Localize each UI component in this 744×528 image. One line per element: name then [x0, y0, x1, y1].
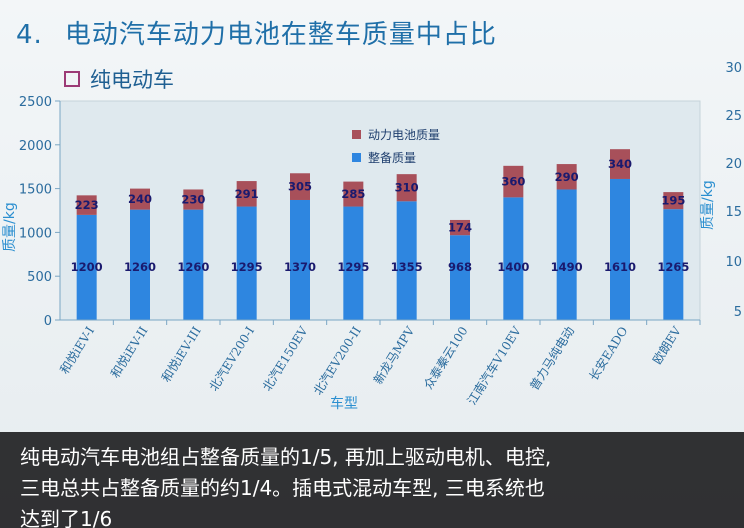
bar-battery-weight	[503, 165, 524, 198]
x-tick-label: 北汽EV200-II	[310, 323, 364, 397]
bar-battery-weight	[556, 164, 577, 190]
right-axis-title: 质量/kg	[700, 180, 716, 230]
bar-battery-weight	[236, 181, 257, 207]
heading-number: 4.	[16, 20, 43, 50]
data-label-battery: 290	[555, 170, 579, 184]
legend-swatch-battery	[352, 130, 361, 139]
data-label-battery: 360	[501, 175, 525, 189]
right-tick-label: 15	[725, 205, 742, 220]
data-label-curb: 1610	[604, 260, 636, 274]
right-axis: 30 25 20 15 10 5	[725, 61, 742, 320]
x-tick-label: 和悦iEV-I	[57, 324, 97, 377]
right-tick-label: 10	[725, 255, 742, 270]
bar-curb-weight	[450, 235, 470, 320]
data-label-battery: 340	[608, 157, 632, 171]
caption-line-2: 三电总共占整备质量的约1/4。插电式混动车型, 三电系统也	[20, 476, 545, 500]
legend-swatch-curb	[352, 153, 361, 162]
data-label-battery: 174	[448, 221, 472, 235]
x-tick-label: 众泰秦云100	[421, 324, 470, 392]
bar-curb-weight	[290, 199, 310, 320]
data-label-curb: 1490	[551, 260, 583, 274]
slide-heading: 4. 电动汽车动力电池在整车质量中占比	[16, 14, 497, 51]
data-label-curb: 1355	[391, 260, 423, 274]
data-label-curb: 1370	[284, 260, 316, 274]
y-tick-label: 0	[44, 314, 52, 329]
data-label-battery: 195	[661, 194, 685, 208]
y-tick-label: 500	[27, 270, 52, 285]
plot-area	[59, 100, 701, 321]
bar-battery-weight	[290, 173, 310, 200]
x-tick-label: 普力马纯电动	[527, 324, 577, 392]
x-tick-labels: 和悦iEV-I 和悦iEV-II 和悦iEV-III 北汽EV200-I 北汽E150E…	[57, 319, 701, 407]
caption-line-1: 纯电动汽车电池组占整备质量的1/5, 再加上驱动电机、电控,	[20, 445, 552, 469]
data-label-battery: 240	[128, 192, 152, 206]
right-tick-label: 30	[725, 61, 742, 76]
x-tick-label: 北汽E150EV	[259, 323, 311, 393]
data-label-curb: 1295	[337, 260, 369, 274]
x-tick-label: 江南汽车V10EV	[464, 323, 524, 407]
stacked-bar-chart: 0 500 1000 1500 2000 2500 30 25 20 15 10 5 1200 223…	[2, 61, 742, 412]
subheading-text: 纯电动车	[90, 68, 174, 92]
x-tick-label: 北汽EV200-I	[206, 323, 258, 393]
data-label-battery: 305	[288, 180, 312, 194]
data-label-curb: 1260	[177, 260, 209, 274]
data-label-curb: 1265	[657, 260, 689, 274]
bars-group: 1200 223 1260 240 1260 230 1295 291 1370 305 1295 2…	[71, 149, 689, 320]
x-axis-title: 车型	[330, 395, 358, 412]
data-label-curb: 968	[448, 260, 472, 274]
bar-curb-weight	[503, 197, 524, 320]
bar-curb-weight	[556, 189, 577, 320]
bar-battery-weight	[76, 195, 97, 215]
x-tick-label: 欧朗EV	[650, 324, 684, 367]
y-tick-label: 1500	[19, 183, 52, 198]
data-label-curb: 1260	[124, 260, 156, 274]
bar-battery-weight	[343, 181, 364, 207]
right-tick-label: 5	[734, 305, 742, 320]
x-tick-label: 长安EADO	[586, 324, 631, 384]
bar-curb-weight	[76, 214, 97, 320]
bar-battery-weight	[610, 149, 630, 179]
square-bullet-icon	[64, 71, 80, 87]
bar-battery-weight	[450, 219, 470, 236]
x-tick-label: 新龙马MPV	[370, 323, 417, 386]
bar-curb-weight	[610, 178, 630, 320]
bar-curb-weight	[236, 206, 257, 320]
bar-battery-weight	[183, 189, 204, 210]
data-label-battery: 291	[235, 187, 259, 201]
x-tick-label: 和悦iEV-II	[108, 324, 151, 381]
data-label-curb: 1295	[231, 260, 263, 274]
bar-battery-weight	[396, 174, 417, 202]
y-tick-label: 2500	[19, 95, 52, 110]
legend: 动力电池质量 整备质量	[352, 128, 440, 165]
caption-overlay: 纯电动汽车电池组占整备质量的1/5, 再加上驱动电机、电控, 三电总共占整备质量…	[0, 432, 744, 528]
bar-battery-weight	[663, 192, 684, 210]
bar-battery-weight	[130, 188, 150, 210]
y-axis: 0 500 1000 1500 2000 2500	[19, 95, 61, 329]
legend-label-curb: 整备质量	[368, 150, 416, 165]
bar-curb-weight	[663, 209, 684, 320]
bar-curb-weight	[396, 201, 417, 320]
heading-text: 电动汽车动力电池在整车质量中占比	[64, 20, 497, 50]
right-tick-label: 25	[725, 109, 742, 124]
data-label-battery: 230	[181, 193, 205, 207]
legend-label-battery: 动力电池质量	[368, 128, 440, 142]
y-tick-label: 1000	[19, 226, 52, 241]
chart-subheading: 纯电动车	[64, 64, 174, 94]
data-label-battery: 223	[75, 198, 99, 212]
data-label-curb: 1200	[71, 260, 103, 274]
y-tick-label: 2000	[19, 139, 52, 154]
data-label-battery: 310	[395, 181, 419, 195]
right-tick-label: 20	[725, 157, 742, 172]
bar-curb-weight	[130, 209, 150, 320]
x-tick-label: 和悦iEV-III	[159, 324, 204, 385]
data-label-curb: 1400	[497, 260, 529, 274]
bar-curb-weight	[183, 209, 204, 320]
y-axis-title: 质量/kg	[2, 202, 18, 252]
bar-curb-weight	[343, 206, 364, 320]
data-label-battery: 285	[341, 187, 365, 201]
caption-line-3: 达到了1/6	[20, 507, 113, 528]
